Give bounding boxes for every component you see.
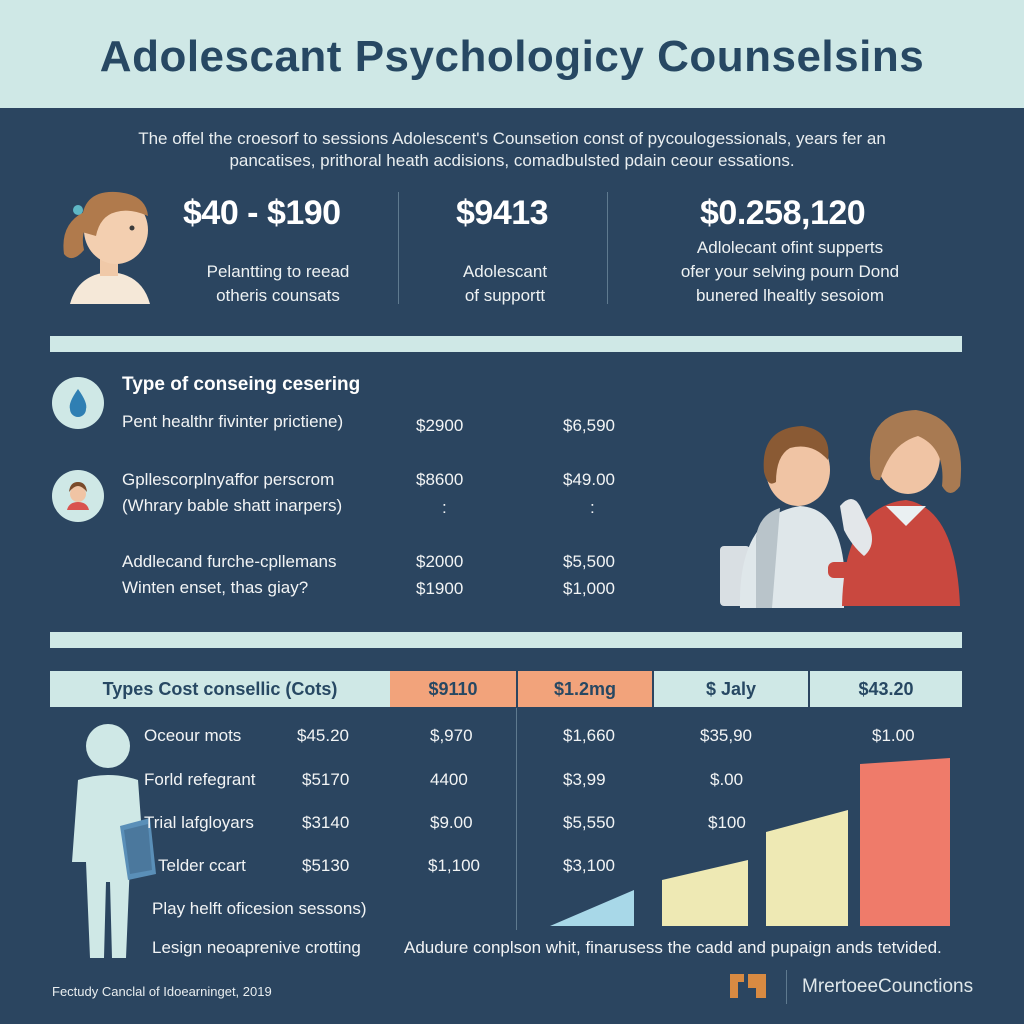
bar-yellow-2 xyxy=(766,810,848,926)
avatar-icon xyxy=(52,470,104,522)
footer-divider xyxy=(786,970,787,1004)
table-cell: $5130 xyxy=(302,856,350,875)
stat-total-desc: Adlolecant ofint supperts ofer your selv… xyxy=(660,236,920,308)
table-cell: $5170 xyxy=(302,770,350,789)
table-extra-label: Play helft oficesion sessons) xyxy=(152,899,367,918)
counseling-price: $49.00 xyxy=(563,470,615,489)
section-divider-band xyxy=(50,336,962,352)
stat-desc-line: otheris counsats xyxy=(216,286,340,305)
brand-logo-icon xyxy=(730,974,766,998)
table-extra-label: Lesign neoaprenive crotting xyxy=(152,938,361,957)
stat-desc-line: Adlolecant ofint supperts xyxy=(696,238,884,257)
counseling-row-label: Addlecand furche-cpllemans xyxy=(122,552,337,571)
header-banner: Adolescant Psychologicy Counselsins xyxy=(0,0,1024,108)
table-row-label: Telder ccart xyxy=(158,856,246,875)
cost-table-header: Types Cost consellic (Cots) $9110 $1.2mg… xyxy=(50,671,962,707)
table-cell: $1,660 xyxy=(563,726,615,745)
bar-red xyxy=(860,758,950,926)
counseling-session-illustration xyxy=(720,410,962,608)
water-drop-icon xyxy=(52,377,104,429)
stat-desc-line: of supportt xyxy=(464,286,546,305)
header-cell: $ Jaly xyxy=(654,671,808,707)
counseling-section-title: Type of conseing cesering xyxy=(122,374,361,395)
counseling-price: $6,590 xyxy=(563,416,615,435)
stat-divider xyxy=(607,192,608,304)
counseling-row-label: Winten enset, thas giay? xyxy=(122,578,309,597)
intro-line-2: pancatises, prithoral heath acdisions, c… xyxy=(229,151,795,170)
intro-text: The offel the croesorf to sessions Adole… xyxy=(60,128,964,172)
table-cell: $9.00 xyxy=(430,813,473,832)
stat-support-desc: Adolescant of supportt xyxy=(430,260,580,308)
table-cell: $3,99 xyxy=(563,770,606,789)
footer-source: Fectudy Canclal of Idoearninget, 2019 xyxy=(52,984,272,999)
table-cell: $45.20 xyxy=(297,726,349,745)
counseling-sub: : xyxy=(442,498,447,517)
counseling-price: $1900 xyxy=(416,579,464,598)
stat-divider xyxy=(398,192,399,304)
stat-support-value: $9413 xyxy=(456,194,549,232)
table-cell: $1.00 xyxy=(872,726,915,745)
section-divider-band xyxy=(50,632,962,648)
table-cell: $3,100 xyxy=(563,856,615,875)
intro-line-1: The offel the croesorf to sessions Adole… xyxy=(138,129,886,148)
stat-price-range: $40 - $190 xyxy=(183,194,341,232)
header-cell: $9110 xyxy=(390,671,516,707)
table-cell: $35,90 xyxy=(700,726,752,745)
counseling-price: $2000 xyxy=(416,552,464,571)
table-cell: $100 xyxy=(708,813,746,832)
page-title: Adolescant Psychologicy Counselsins xyxy=(99,32,925,81)
header-cell: $1.2mg xyxy=(518,671,652,707)
header-cell: $43.20 xyxy=(810,671,962,707)
table-row-label: Forld refegrant xyxy=(144,770,256,789)
stat-desc-line: Adolescant xyxy=(462,262,548,281)
counseling-price: $5,500 xyxy=(563,552,615,571)
girl-profile-illustration xyxy=(63,191,150,304)
table-cell: $3140 xyxy=(302,813,350,832)
table-cell: $.00 xyxy=(710,770,744,789)
table-row-label: Oceour mots xyxy=(144,726,242,745)
counseling-row-label: (Whrary bable shatt inarpers) xyxy=(122,496,343,515)
header-cell-types: Types Cost consellic (Cots) xyxy=(50,671,390,707)
stat-price-range-desc: Pelantting to reead otheris counsats xyxy=(193,260,363,308)
stat-desc-line: ofer your selving pourn Dond xyxy=(680,262,900,281)
bar-blue xyxy=(550,890,634,926)
table-column-divider xyxy=(516,708,517,930)
bar-yellow-1 xyxy=(662,860,748,926)
table-cell: $5,550 xyxy=(563,813,615,832)
stat-desc-line: bunered lhealtly sesoiom xyxy=(695,286,885,305)
counseling-row-label: Pent healthr fivinter prictiene) xyxy=(122,412,344,431)
counseling-price: $1,000 xyxy=(563,579,615,598)
table-cell: $,970 xyxy=(430,726,473,745)
table-cell: $1,100 xyxy=(428,856,480,875)
footer-brand: MrertoeeCounctions xyxy=(802,976,974,997)
table-caption: Adudure conplson whit, finarusess the ca… xyxy=(404,938,942,957)
counseling-row-label: Gpllescorplnyaffor perscrom xyxy=(122,470,335,489)
stat-desc-line: Pelantting to reead xyxy=(206,262,350,281)
stat-total-value: $0.258,120 xyxy=(700,194,866,232)
rising-bars-graphic xyxy=(550,758,950,926)
counseling-price: $2900 xyxy=(416,416,464,435)
table-cell: 4400 xyxy=(430,770,468,789)
table-row-label: Trial lafgloyars xyxy=(144,813,254,832)
person-silhouette-icon xyxy=(72,724,156,958)
counseling-price: $8600 xyxy=(416,470,464,489)
counseling-sub: : xyxy=(590,498,595,517)
